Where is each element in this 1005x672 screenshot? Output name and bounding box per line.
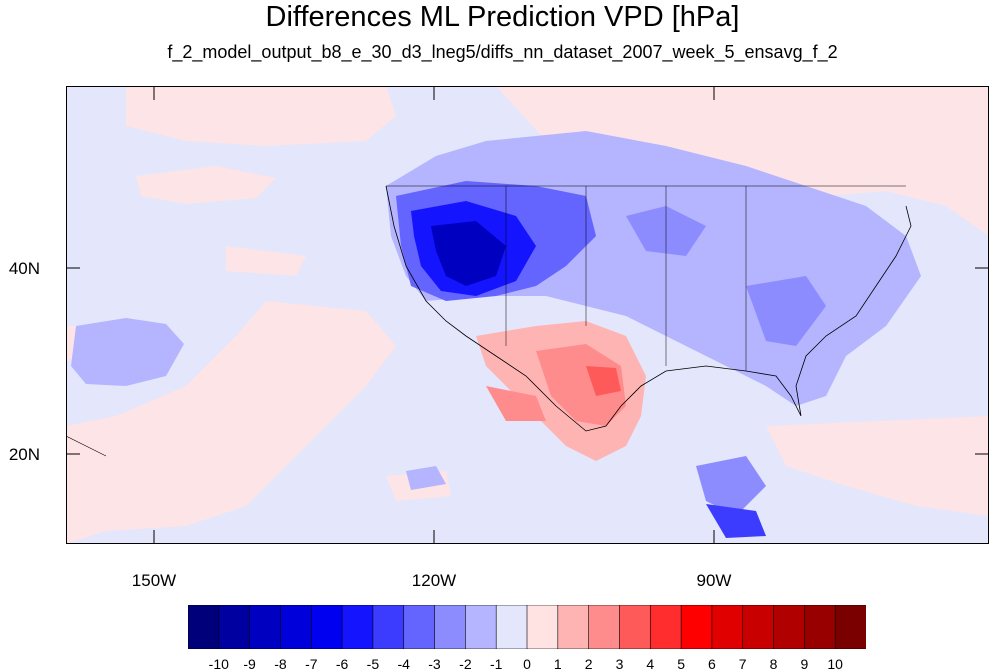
- colorbar-tick-label: 8: [769, 656, 778, 672]
- colorbar-swatch: [218, 605, 251, 649]
- colorbar-swatch: [495, 605, 528, 649]
- colorbar-swatch: [341, 605, 374, 649]
- colorbar-swatch: [834, 605, 866, 649]
- vpd-difference-map: [66, 86, 989, 544]
- colorbar-swatch: [649, 605, 682, 649]
- colorbar-tick-label: -1: [489, 656, 503, 672]
- graticule-ticks: [66, 86, 989, 544]
- colorbar-tick-label: -3: [428, 656, 441, 672]
- lon-label-150w: 150W: [131, 571, 177, 590]
- colorbar-tick-label: -10: [208, 656, 229, 672]
- colorbar-swatch: [249, 605, 282, 649]
- colorbar-swatch: [403, 605, 436, 649]
- colorbar-tick-label: 4: [646, 656, 655, 672]
- colorbar-swatch: [188, 605, 220, 649]
- colorbar-tick-label: -8: [274, 656, 287, 672]
- colorbar-tick-label: 1: [553, 656, 562, 672]
- colorbar-swatch: [310, 605, 343, 649]
- colorbar-tick-label: 9: [800, 656, 809, 672]
- colorbar-swatch: [465, 605, 497, 649]
- positive-difference-land-region: [476, 321, 646, 461]
- colorbar-tick-label: 7: [738, 656, 747, 672]
- lon-label-90w: 90W: [696, 571, 732, 590]
- colorbar-tick-label: -7: [305, 656, 318, 672]
- colorbar-swatch: [526, 605, 559, 649]
- coastline-outline: [66, 86, 912, 457]
- lat-label-20n: 20N: [8, 445, 40, 464]
- colorbar-tick-label: -5: [366, 656, 380, 672]
- colorbar-tick-label: 10: [827, 656, 843, 672]
- map-title: Differences ML Prediction VPD [hPa]: [265, 1, 740, 33]
- colorbar-tick-label: 6: [707, 656, 716, 672]
- colorbar-swatch: [742, 605, 775, 649]
- colorbar: [188, 605, 866, 649]
- colorbar-swatch: [680, 605, 713, 649]
- lat-label-40n: 40N: [8, 259, 40, 278]
- colorbar-tick-label: -9: [243, 656, 256, 672]
- colorbar-tick-label: 0: [523, 656, 531, 672]
- colorbar-swatch: [773, 605, 805, 649]
- colorbar-tick-label: 5: [677, 656, 685, 672]
- map-border: [66, 86, 989, 544]
- negative-difference-ocean-region: [71, 318, 446, 490]
- colorbar-tick-label: 3: [615, 656, 624, 672]
- colorbar-swatch: [372, 605, 405, 649]
- colorbar-tick-label: 2: [584, 656, 593, 672]
- colorbar-swatch: [434, 605, 466, 649]
- colorbar-swatch: [711, 605, 744, 649]
- map-subtitle: f_2_model_output_b8_e_30_d3_lneg5/diffs_…: [167, 42, 838, 62]
- colorbar-swatch: [280, 605, 312, 649]
- colorbar-swatch: [557, 605, 590, 649]
- lon-label-120w: 120W: [411, 571, 457, 590]
- colorbar-swatch: [619, 605, 651, 649]
- colorbar-tick-label: -4: [397, 656, 410, 672]
- colorbar-swatch: [588, 605, 621, 649]
- colorbar-swatch: [804, 605, 836, 649]
- map-panel: [66, 86, 989, 544]
- colorbar-tick-label: -2: [459, 656, 472, 672]
- colorbar-tick-label: -6: [335, 656, 349, 672]
